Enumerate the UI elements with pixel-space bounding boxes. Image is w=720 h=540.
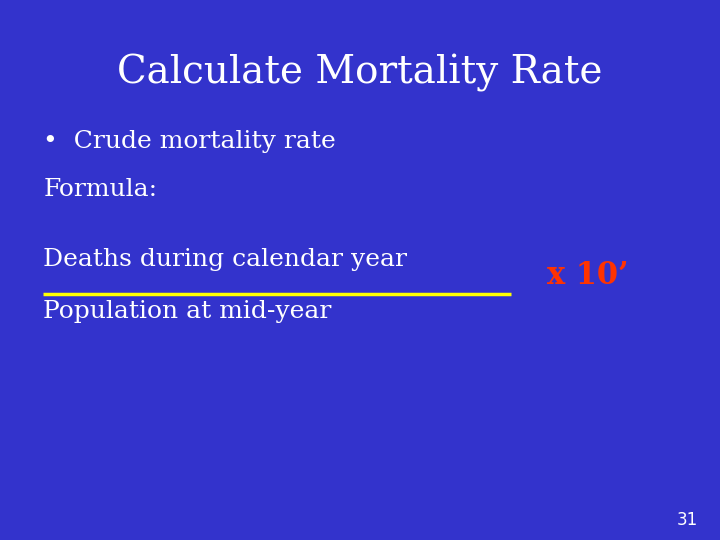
Text: Formula:: Formula: [43, 178, 158, 201]
Text: x 10’: x 10’ [547, 260, 629, 291]
Text: 31: 31 [677, 511, 698, 529]
Text: Population at mid-year: Population at mid-year [43, 300, 332, 323]
Text: Deaths during calendar year: Deaths during calendar year [43, 248, 408, 272]
Text: Calculate Mortality Rate: Calculate Mortality Rate [117, 54, 603, 92]
Text: •  Crude mortality rate: • Crude mortality rate [43, 130, 336, 153]
